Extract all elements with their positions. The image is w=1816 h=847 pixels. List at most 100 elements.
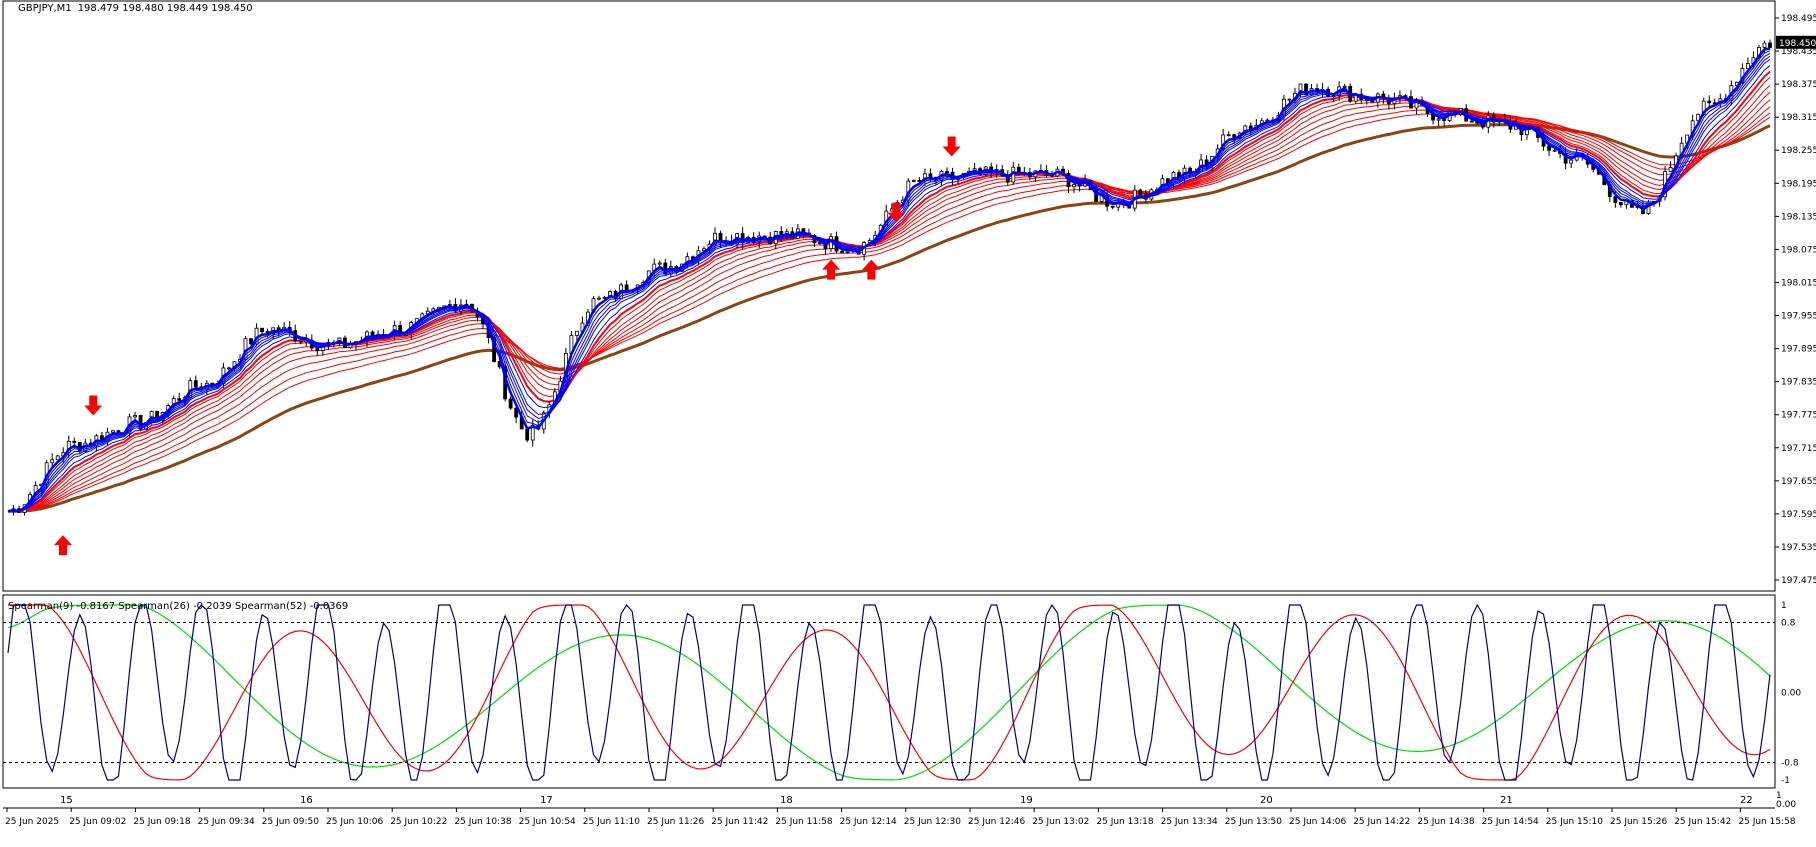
price-label: 198.135 xyxy=(1781,212,1816,222)
sell-arrow-icon xyxy=(84,395,103,416)
time-label: 25 Jun 12:14 xyxy=(840,817,897,827)
candle-body xyxy=(525,428,530,441)
time-top-label: 17 xyxy=(540,795,553,806)
candle-body xyxy=(72,440,77,443)
indicator-frame xyxy=(2,594,1776,789)
price-label: 197.535 xyxy=(1781,543,1816,553)
candle-body xyxy=(227,367,231,370)
slow-ma-line xyxy=(7,70,1771,513)
candle-body xyxy=(177,398,182,401)
time-label: 25 Jun 15:58 xyxy=(1738,817,1795,827)
indicator-bottom-label: 1 xyxy=(1776,791,1782,801)
time-top-label: 19 xyxy=(1020,795,1033,806)
price-axis: 198.495 198.435 198.375 198.315 198.255 198.1… xyxy=(1775,14,1816,586)
sell-arrow-icon xyxy=(887,202,906,223)
candle-body xyxy=(1072,184,1076,188)
candle-body xyxy=(50,459,55,464)
indicator-legend: Spearman(9) -0.8167 Spearman(26) -0.2039… xyxy=(8,601,348,612)
candle-body xyxy=(514,407,519,418)
candle-body xyxy=(508,398,513,409)
buy-arrow-icon xyxy=(862,259,881,280)
candle-body xyxy=(840,250,844,253)
spearman52-line xyxy=(7,604,1771,781)
candle-body xyxy=(1188,167,1192,173)
price-label: 197.595 xyxy=(1781,510,1816,520)
candle-body xyxy=(657,262,662,265)
time-top-label: 18 xyxy=(780,795,793,806)
time-label: 25 Jun 2025 xyxy=(5,817,59,827)
candle-body xyxy=(1138,189,1143,195)
sell-arrow-icon-shape xyxy=(887,202,906,223)
sell-arrow-icon-shape xyxy=(942,136,961,157)
price-label: 197.835 xyxy=(1781,378,1816,388)
time-label: 25 Jun 12:30 xyxy=(904,817,961,827)
time-label: 25 Jun 12:46 xyxy=(968,817,1025,827)
candle-body xyxy=(1110,205,1115,208)
time-top-label: 15 xyxy=(60,795,73,806)
indicator-label: -0.8 xyxy=(1781,759,1799,769)
price-label: 197.895 xyxy=(1781,345,1816,355)
candle-body xyxy=(1342,85,1347,88)
candle-body xyxy=(1552,149,1557,152)
current-price-box xyxy=(1776,35,1816,49)
time-top-label: 16 xyxy=(300,795,313,806)
time-label: 25 Jun 11:42 xyxy=(711,817,768,827)
time-label: 25 Jun 14:38 xyxy=(1417,817,1474,827)
spearman9-line xyxy=(7,603,1771,781)
fast-ma-line xyxy=(7,47,1771,513)
indicator-axis: 10.80.00-0.8-110.00 xyxy=(3,601,1801,810)
buy-arrow-icon-shape xyxy=(822,259,841,280)
price-label: 197.655 xyxy=(1781,477,1816,487)
candle-body xyxy=(1547,145,1551,151)
candle-body xyxy=(1618,202,1623,206)
time-label: 25 Jun 15:42 xyxy=(1674,817,1731,827)
candle-body xyxy=(298,340,303,343)
time-label: 25 Jun 10:38 xyxy=(454,817,511,827)
candle-body xyxy=(1668,167,1673,172)
time-top-label: 20 xyxy=(1260,795,1273,806)
price-label: 198.495 xyxy=(1781,14,1816,24)
candle-body xyxy=(133,414,137,418)
time-label: 25 Jun 13:18 xyxy=(1096,817,1153,827)
candle-body xyxy=(1746,63,1750,69)
price-label: 197.955 xyxy=(1781,312,1816,322)
time-label: 25 Jun 14:22 xyxy=(1353,817,1410,827)
long-ma-line xyxy=(7,123,1771,513)
time-label: 25 Jun 14:06 xyxy=(1289,817,1346,827)
candle-body xyxy=(193,380,198,388)
candle-body xyxy=(55,455,60,461)
candle-body xyxy=(945,171,949,174)
time-label: 25 Jun 11:10 xyxy=(583,817,640,827)
slow-ma-line xyxy=(7,109,1771,512)
time-label: 25 Jun 15:10 xyxy=(1546,817,1603,827)
time-label: 25 Jun 09:34 xyxy=(198,817,255,827)
candle-body xyxy=(260,327,264,332)
time-label: 25 Jun 09:50 xyxy=(262,817,319,827)
buy-arrow-icon xyxy=(822,259,841,280)
time-label: 25 Jun 13:02 xyxy=(1032,817,1089,827)
time-axis: 15 16 17 18 19 20 21 22 25 Jun 2025 25 Jun 09:02 2… xyxy=(5,795,1796,827)
price-label: 197.775 xyxy=(1781,411,1816,421)
main-chart-frame xyxy=(2,0,1776,592)
price-label: 198.375 xyxy=(1781,80,1816,90)
price-label: 197.475 xyxy=(1781,576,1816,586)
price-label: 197.715 xyxy=(1781,444,1816,454)
indicator-label: 0.8 xyxy=(1781,619,1796,629)
candle-body xyxy=(111,430,115,433)
slow-ma-line xyxy=(7,91,1771,512)
time-top-label: 21 xyxy=(1500,795,1513,806)
symbol-header: GBPJPY,M1 198.479 198.480 198.449 198.450 xyxy=(18,3,253,14)
buy-arrow-icon-shape xyxy=(862,259,881,280)
price-label: 198.075 xyxy=(1781,245,1816,255)
sell-arrow-icon xyxy=(942,136,961,157)
candle-body xyxy=(602,296,607,299)
time-label: 25 Jun 10:06 xyxy=(326,817,383,827)
price-label: 198.315 xyxy=(1781,113,1816,123)
candle-body xyxy=(575,330,579,336)
price-plot-area xyxy=(7,39,1772,556)
candle-body xyxy=(1469,120,1474,123)
buy-arrow-icon-shape xyxy=(54,535,72,556)
candle-body xyxy=(1569,159,1574,164)
fast-ma-line xyxy=(7,53,1771,512)
